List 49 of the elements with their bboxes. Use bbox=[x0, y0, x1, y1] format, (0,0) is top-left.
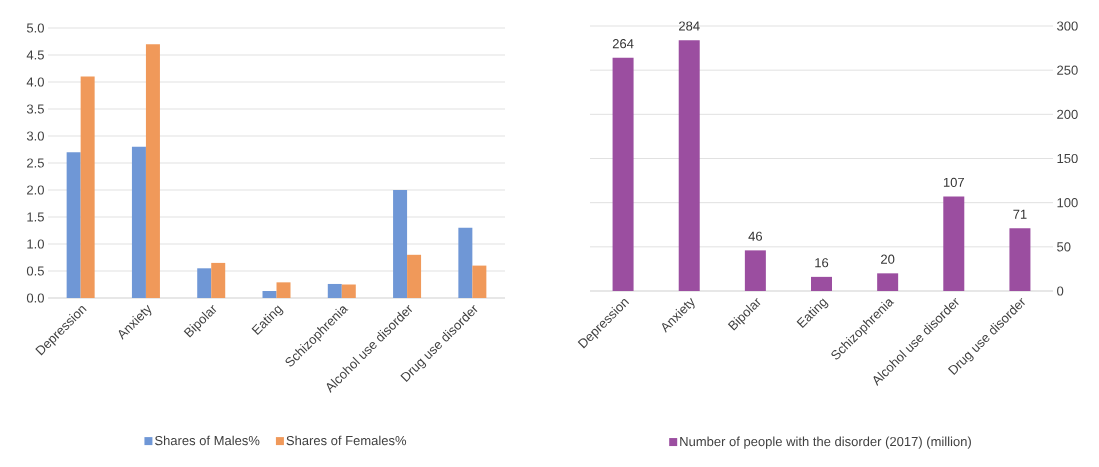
y2-tick-label: 0 bbox=[1057, 286, 1064, 296]
bar bbox=[393, 190, 408, 298]
y2-tick-label: 200 bbox=[1057, 109, 1078, 119]
bar bbox=[472, 265, 487, 298]
data-label: 16 bbox=[815, 258, 829, 268]
bar bbox=[276, 282, 291, 298]
y2-tick-label: 250 bbox=[1057, 65, 1078, 75]
y2-tick-label: 150 bbox=[1057, 153, 1078, 164]
bar bbox=[458, 227, 473, 298]
bar bbox=[678, 40, 700, 291]
y-tick-label: 2.5 bbox=[27, 158, 44, 168]
y2-tick-label: 50 bbox=[1057, 242, 1071, 252]
data-label: 284 bbox=[679, 21, 700, 31]
y-tick-label: 0.5 bbox=[26, 266, 44, 276]
y-tick-label: 3.5 bbox=[26, 104, 44, 114]
bar bbox=[262, 290, 277, 298]
bar bbox=[1009, 228, 1031, 291]
legend-label: Shares of Males% bbox=[155, 435, 260, 446]
bar bbox=[327, 283, 342, 298]
bar bbox=[211, 262, 226, 298]
bar bbox=[80, 76, 95, 298]
y-tick-label: 0.0 bbox=[26, 293, 44, 303]
y-tick-label: 2.0 bbox=[27, 185, 44, 195]
bar bbox=[612, 57, 634, 291]
y-tick-label: 4.5 bbox=[26, 50, 44, 60]
bar bbox=[341, 284, 356, 298]
y-tick-label: 1.5 bbox=[27, 212, 44, 222]
y-tick-label: 4.0 bbox=[26, 77, 44, 87]
bar bbox=[811, 276, 833, 291]
bar bbox=[197, 268, 212, 298]
bar bbox=[943, 196, 965, 291]
data-label: 264 bbox=[612, 39, 634, 49]
y-tick-label: 5.0 bbox=[26, 23, 44, 33]
y2-tick-label: 100 bbox=[1057, 198, 1078, 208]
bar bbox=[131, 146, 146, 298]
legend-label: Shares of Females% bbox=[286, 435, 407, 446]
bar bbox=[66, 152, 81, 298]
y-tick-label: 1.0 bbox=[27, 239, 44, 249]
y-tick-label: 3.0 bbox=[26, 131, 44, 141]
bar bbox=[407, 254, 422, 298]
data-label: 107 bbox=[943, 177, 964, 187]
y2-tick-label: 300 bbox=[1057, 21, 1078, 31]
bar bbox=[744, 250, 766, 291]
data-label: 20 bbox=[881, 254, 895, 264]
bar bbox=[145, 44, 160, 298]
bar bbox=[877, 273, 899, 291]
legend-label: Number of people with the disorder (2017) (million) bbox=[680, 436, 971, 449]
data-label: 71 bbox=[1013, 209, 1027, 219]
data-label: 46 bbox=[748, 231, 763, 241]
